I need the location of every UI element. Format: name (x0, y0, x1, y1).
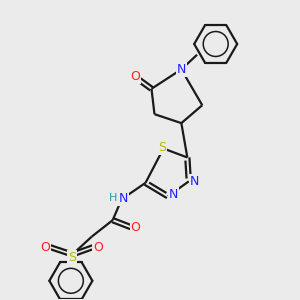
Text: O: O (40, 241, 50, 254)
Text: O: O (131, 221, 141, 234)
Text: N: N (118, 192, 128, 205)
Text: O: O (93, 241, 103, 254)
Text: S: S (68, 251, 76, 264)
Text: S: S (158, 140, 166, 154)
Text: O: O (130, 70, 140, 83)
Text: N: N (190, 175, 199, 188)
Text: N: N (169, 188, 178, 201)
Text: N: N (177, 63, 186, 76)
Text: H: H (109, 193, 118, 203)
